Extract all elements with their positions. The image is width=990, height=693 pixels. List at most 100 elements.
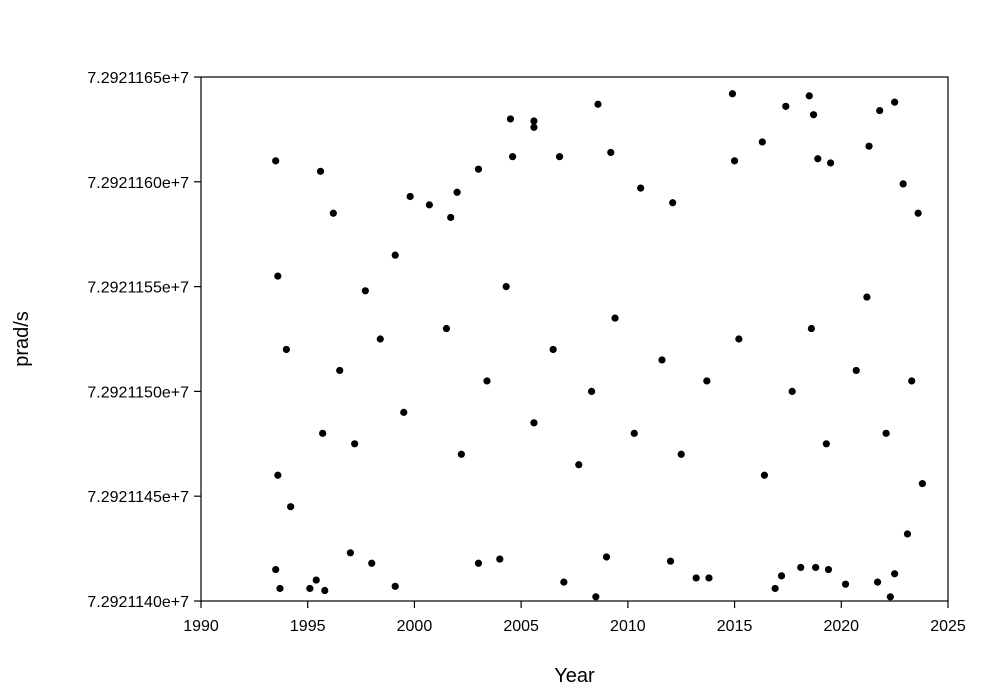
data-point	[705, 574, 713, 582]
data-point	[630, 429, 638, 437]
y-axis-ticks: 7.2921140e+7 7.2921145e+7 7.2921150e+7 7.29…	[87, 70, 201, 611]
data-point	[274, 471, 282, 479]
data-point	[735, 335, 743, 343]
data-point	[509, 153, 517, 161]
data-point	[483, 377, 491, 385]
data-point	[824, 565, 833, 574]
y-tick-label: 7.2921160e+7	[87, 175, 189, 192]
data-point	[809, 111, 818, 119]
data-point	[447, 213, 455, 222]
data-point	[530, 419, 538, 427]
data-point	[376, 335, 384, 343]
data-point	[282, 345, 290, 354]
data-point	[530, 117, 538, 125]
data-point	[607, 148, 615, 157]
data-point	[666, 557, 675, 565]
plot-frame	[200, 76, 949, 602]
data-point	[782, 102, 790, 110]
data-point	[873, 578, 882, 586]
data-point	[329, 209, 337, 217]
data-point	[272, 157, 280, 165]
data-point	[391, 251, 399, 259]
data-point	[822, 440, 830, 448]
data-point	[336, 366, 344, 375]
data-point	[876, 106, 884, 115]
data-point	[506, 115, 515, 123]
y-axis-title: prad/s	[11, 311, 33, 367]
x-tick-label: 2015	[717, 618, 753, 635]
data-point	[669, 199, 677, 207]
data-point	[474, 559, 483, 567]
data-point	[899, 180, 907, 188]
data-point	[914, 209, 922, 217]
y-tick-label: 7.2921145e+7	[87, 489, 189, 506]
y-tick-label: 7.2921150e+7	[87, 384, 189, 401]
data-point	[351, 440, 359, 448]
data-point	[788, 387, 796, 395]
data-point	[457, 450, 465, 458]
data-point	[703, 377, 711, 385]
data-point	[891, 98, 899, 106]
data-point	[658, 356, 666, 364]
data-point	[918, 480, 926, 488]
x-tick-label: 2025	[930, 618, 966, 635]
data-point	[771, 584, 779, 593]
x-tick-label: 2020	[823, 618, 859, 635]
data-point	[594, 100, 602, 108]
data-point	[760, 471, 769, 479]
data-point	[602, 553, 611, 561]
data-point	[474, 165, 483, 173]
data-point	[611, 314, 619, 322]
data-point	[777, 572, 786, 580]
data-point	[361, 287, 369, 295]
data-point	[827, 159, 835, 167]
data-point	[807, 324, 816, 333]
data-point	[319, 429, 327, 437]
data-point	[316, 167, 325, 175]
y-tick-label: 7.2921165e+7	[87, 70, 189, 87]
data-point	[287, 503, 295, 511]
data-point	[728, 90, 737, 98]
data-point	[560, 578, 568, 586]
data-point	[805, 92, 813, 100]
x-tick-label: 2005	[503, 618, 539, 635]
y-tick-label: 7.2921140e+7	[87, 594, 189, 611]
data-point	[730, 157, 739, 165]
data-point	[442, 324, 451, 333]
data-point	[276, 584, 284, 593]
data-point	[549, 345, 557, 354]
x-tick-label: 1990	[183, 618, 219, 635]
data-point	[312, 576, 320, 584]
data-point	[496, 555, 504, 563]
data-point	[692, 574, 700, 582]
data-point	[908, 377, 916, 385]
data-point	[453, 188, 461, 196]
x-tick-label: 1995	[290, 618, 326, 635]
data-point	[306, 584, 314, 593]
data-point	[368, 559, 376, 567]
data-point	[637, 184, 645, 192]
data-points	[272, 90, 926, 601]
data-point	[797, 563, 805, 572]
x-axis-title: Year	[554, 665, 595, 687]
data-point	[863, 293, 871, 301]
data-point	[587, 387, 596, 395]
x-tick-label: 2000	[397, 618, 433, 635]
data-point	[814, 155, 822, 163]
x-axis-ticks: 1990 1995 2000 2005 2010 2015 2020 2025	[183, 601, 966, 635]
data-point	[346, 549, 354, 557]
x-tick-label: 2010	[610, 618, 646, 635]
data-point	[903, 530, 912, 538]
data-point	[891, 570, 899, 578]
data-point	[852, 366, 860, 375]
data-point	[592, 593, 600, 601]
data-point	[886, 593, 894, 601]
data-point	[274, 272, 282, 280]
data-point	[530, 123, 538, 131]
y-tick-label: 7.2921155e+7	[87, 280, 189, 297]
data-point	[677, 450, 685, 458]
data-point	[758, 138, 766, 146]
data-point	[272, 565, 280, 574]
data-point	[841, 580, 850, 588]
